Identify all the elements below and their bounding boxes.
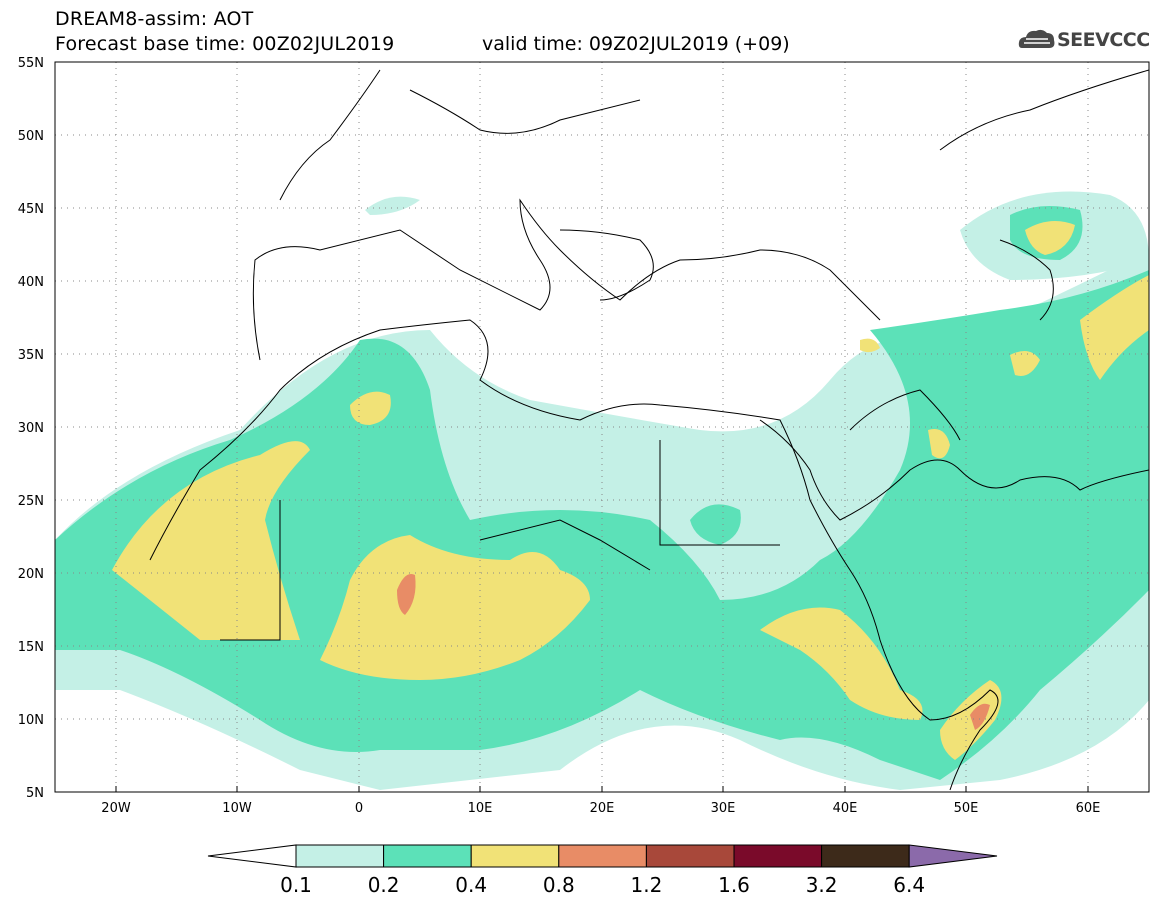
lon-label: 50E [954,801,979,816]
lat-label: 5N [26,786,44,801]
aot-patch-0.8-niger [397,574,416,615]
colorbar-label: 0.8 [543,873,575,897]
lat-label: 15N [18,640,44,655]
lat-axis-labels: 55N 50N 45N 40N 35N 30N 25N 20N 15N 10N … [18,56,44,801]
colorbar-labels: 0.1 0.2 0.4 0.8 1.2 1.6 3.2 6.4 [280,873,925,897]
aot-band-0.4 [112,441,310,640]
colorbar-bin [470,844,560,868]
map-title: DREAM8-assim: AOT [55,8,254,30]
logo-text: SEEVCCC [1057,29,1150,51]
tick-marks [115,786,1089,792]
aot-patch-0.4-iraq [928,429,950,459]
aot-patch-0.4-iran [1080,275,1149,380]
lat-label: 55N [18,56,44,71]
coastlines [149,69,1149,791]
colorbar-min-triangle [207,844,297,868]
aot-patch-0.8-somalia [970,703,990,730]
aot-patch-0.2-egypt [690,504,741,545]
lat-label: 20N [18,567,44,582]
aot-patch-0.4-ethiopia [760,607,923,720]
graticule [55,62,1149,792]
colorbar-label: 0.2 [368,873,400,897]
colorbar-label: 0.4 [455,873,487,897]
colorbar-bin [645,844,735,868]
lon-axis-labels: 20W 10W 0 10E 20E 30E 40E 50E 60E [101,801,1100,816]
lon-label: 40E [833,801,858,816]
colorbar-label: 3.2 [806,873,838,897]
lon-label: 0 [355,801,363,816]
lon-label: 60E [1076,801,1101,816]
lon-label: 20E [590,801,615,816]
valid-time: valid time: 09Z02JUL2019 (+09) [482,33,790,55]
lat-label: 45N [18,202,44,217]
aot-patch-0.4-somalia [940,680,1002,760]
colorbar [207,844,998,868]
lat-label: 10N [18,713,44,728]
lat-label: 40N [18,275,44,290]
colorbar-label: 0.1 [280,873,312,897]
lon-label: 20W [101,801,131,816]
aot-patch-0.4-syria [860,338,880,353]
lat-label: 35N [18,348,44,363]
lon-label: 10W [222,801,252,816]
aot-patch-0.4-algeria [350,391,391,425]
colorbar-bin [733,844,823,868]
colorbar-max-triangle [908,844,998,868]
lat-label: 50N [18,129,44,144]
aot-patch-0.4-caucasus [1025,221,1075,255]
forecast-base-time: Forecast base time: 00Z02JUL2019 [55,33,395,55]
colorbar-label: 1.6 [718,873,750,897]
colorbar-bin [383,844,472,868]
aot-patch-0.4-iran-small [1010,351,1040,376]
colorbar-bin [821,844,910,868]
cloud-logo-icon [1018,29,1055,48]
aot-patch-0.1-black-sea [365,196,420,215]
colorbar-label: 6.4 [893,873,925,897]
lon-label: 30E [711,801,736,816]
lat-label: 25N [18,494,44,509]
colorbar-bin [558,844,647,868]
aot-patch-0.4-sahel [320,535,590,680]
colorbar-label: 1.2 [630,873,662,897]
lon-label: 10E [468,801,493,816]
lat-label: 30N [18,421,44,436]
colorbar-bin [295,844,385,868]
